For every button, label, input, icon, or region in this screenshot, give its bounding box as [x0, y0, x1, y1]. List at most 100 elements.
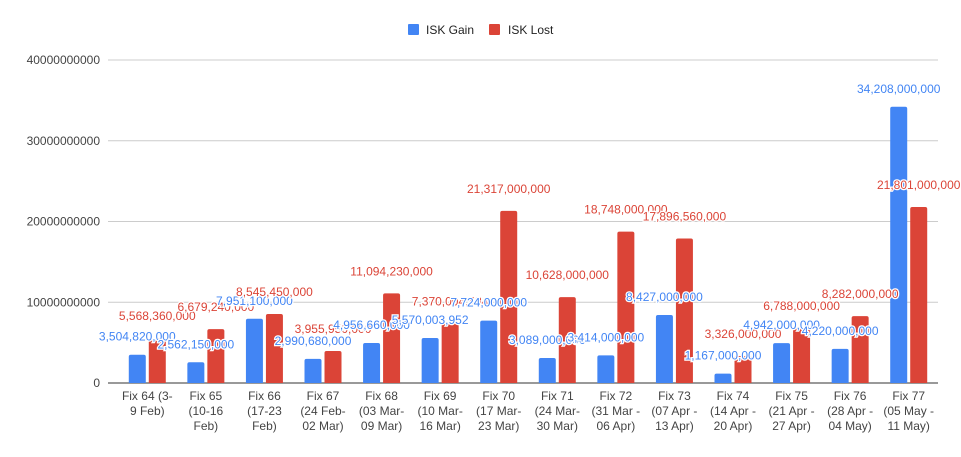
x-tick-label-line: Feb): [252, 419, 277, 433]
data-label-isk-lost: 7,370,004,434: [412, 294, 489, 308]
bar-isk-lost: [558, 297, 576, 383]
x-tick-label: Fix 65 (10-16 Feb): [189, 389, 224, 433]
bar-isk-gain: [421, 338, 439, 383]
x-tick-label-line: Fix 67: [307, 389, 340, 403]
bar-isk-lost: [500, 210, 518, 383]
data-label-isk-lost: 17,896,560,000: [643, 209, 727, 223]
x-tick-label-line: (10 Mar-: [417, 404, 462, 418]
x-tick-label-line: 30 Mar): [537, 419, 578, 433]
x-tick-label-line: 11 May): [887, 419, 929, 433]
data-label-isk-gain: 4,942,000,000: [743, 318, 820, 332]
x-tick-label: Fix 73 (07 Apr -13 Apr): [651, 389, 697, 433]
bar-isk-gain: [773, 343, 791, 383]
x-tick-label-line: (17-23: [247, 404, 282, 418]
data-label-isk-gain: 4,220,000,000: [802, 324, 879, 338]
x-tick-label-line: 06 Apr): [597, 419, 636, 433]
data-label-isk-gain: 5,570,003,952: [392, 313, 469, 327]
x-tick-label-line: Fix 74: [717, 389, 750, 403]
y-tick-label: 30000000000: [27, 134, 101, 148]
data-label-isk-lost: 8,282,000,000: [822, 287, 899, 301]
x-tick-label-line: (28 Apr -: [827, 404, 873, 418]
data-label-isk-gain: 3,504,820,000: [99, 330, 176, 344]
bar-isk-lost: [793, 328, 811, 383]
data-label-isk-gain: 8,427,000,000: [626, 290, 703, 304]
data-label-isk-lost: 21,317,000,000: [467, 182, 551, 196]
bar-isk-gain: [304, 358, 322, 383]
x-tick-label-line: Fix 70: [482, 389, 515, 403]
bar-isk-gain: [128, 354, 146, 383]
x-tick-label: Fix 67 (24 Feb-02 Mar): [300, 389, 345, 433]
x-tick-label-line: 09 Mar): [361, 419, 402, 433]
data-label-isk-lost: 21,801,000,000: [877, 178, 961, 192]
x-tick-label-line: (10-16: [189, 404, 224, 418]
data-label-isk-gain: 7,724,000,000: [450, 296, 527, 310]
y-tick-label: 40000000000: [27, 53, 101, 67]
data-label-isk-lost: 3,955,950,000: [295, 322, 372, 336]
x-tick-label-line: 02 Mar): [302, 419, 343, 433]
data-label-isk-lost: 5,568,360,000: [119, 309, 196, 323]
x-tick-label-line: (03 Mar-: [359, 404, 404, 418]
x-tick-label-line: (05 May -: [883, 404, 934, 418]
bar-isk-lost: [207, 329, 225, 383]
bar-isk-gain: [245, 318, 263, 383]
x-tick-label: Fix 70 (17 Mar-23 Mar): [476, 389, 521, 433]
x-tick-label-line: (31 Mar -: [592, 404, 641, 418]
x-tick-label-line: Fix 68: [365, 389, 398, 403]
x-tick-label-line: 16 Mar): [419, 419, 460, 433]
data-label-isk-lost: 18,748,000,000: [584, 203, 668, 217]
data-label-isk-lost: 8,545,450,000: [236, 285, 313, 299]
x-tick-label: Fix 66 (17-23 Feb): [247, 389, 282, 433]
data-label-isk-lost: 6,788,000,000: [763, 299, 840, 313]
x-tick-label-line: (07 Apr -: [651, 404, 697, 418]
x-tick-label: Fix 72 (31 Mar -06 Apr): [592, 389, 641, 433]
bars: [128, 106, 928, 384]
data-label-isk-gain: 2,562,150,000: [157, 337, 234, 351]
data-label-isk-gain: 3,414,000,000: [567, 330, 644, 344]
x-tick-label-line: 04 May): [828, 419, 871, 433]
data-label-isk-gain: 34,208,000,000: [857, 82, 941, 96]
y-tick-label: 0: [93, 376, 100, 390]
x-tick-label-line: Fix 64 (3-: [122, 389, 173, 403]
x-tick-label-line: (21 Apr -: [769, 404, 815, 418]
x-tick-label: Fix 68 (03 Mar-09 Mar): [359, 389, 404, 433]
data-label-isk-lost: 6,679,240,000: [177, 300, 254, 314]
x-tick-label-line: (17 Mar-: [476, 404, 521, 418]
x-tick-label: Fix 69 (10 Mar-16 Mar): [417, 389, 462, 433]
data-label-isk-lost: 11,094,230,000: [350, 264, 433, 278]
x-tick-label: Fix 64 (3-9 Feb): [122, 389, 173, 418]
data-label-isk-lost: 3,326,000,000: [705, 327, 782, 341]
data-label-isk-lost: 10,628,000,000: [526, 268, 610, 282]
bar-isk-lost: [441, 323, 459, 383]
y-tick-label: 20000000000: [27, 215, 101, 229]
bar-isk-gain: [890, 106, 908, 384]
bar-isk-gain: [538, 358, 556, 383]
x-tick-label-line: (24 Mar-: [535, 404, 580, 418]
x-tick-label-line: Feb): [194, 419, 219, 433]
x-tick-label-line: 9 Feb): [130, 404, 165, 418]
x-tick-label-line: Fix 77: [892, 389, 925, 403]
x-tick-label: Fix 77 (05 May -11 May): [883, 389, 934, 433]
bar-isk-lost: [910, 206, 928, 383]
x-tick-label-line: 23 Mar): [478, 419, 519, 433]
bar-isk-lost: [675, 238, 693, 383]
legend-swatch-isk-gain: [408, 24, 419, 35]
y-tick-label: 10000000000: [27, 295, 101, 309]
data-labels: 3,504,820,000 5,568,360,000 2,562,150,000 6…: [98, 81, 961, 364]
x-tick-label-line: Fix 76: [834, 389, 867, 403]
data-label-isk-gain: 4,956,660,000: [333, 318, 410, 332]
x-tick-label-line: Fix 75: [775, 389, 808, 403]
data-label-isk-gain: 2,990,680,000: [275, 334, 352, 348]
x-tick-label-line: 20 Apr): [714, 419, 753, 433]
x-tick-label-line: (24 Feb-: [300, 404, 345, 418]
legend-label-isk-lost: ISK Lost: [508, 23, 554, 37]
bar-isk-gain: [480, 320, 498, 383]
gridlines: [108, 59, 938, 303]
bar-isk-lost: [383, 293, 401, 383]
bar-isk-lost: [734, 356, 752, 383]
bar-isk-gain: [655, 314, 673, 383]
x-tick-label-line: Fix 65: [190, 389, 223, 403]
x-tick-label-line: 13 Apr): [655, 419, 694, 433]
x-tick-label: Fix 76 (28 Apr -04 May): [827, 389, 873, 433]
bar-isk-gain: [363, 342, 381, 383]
